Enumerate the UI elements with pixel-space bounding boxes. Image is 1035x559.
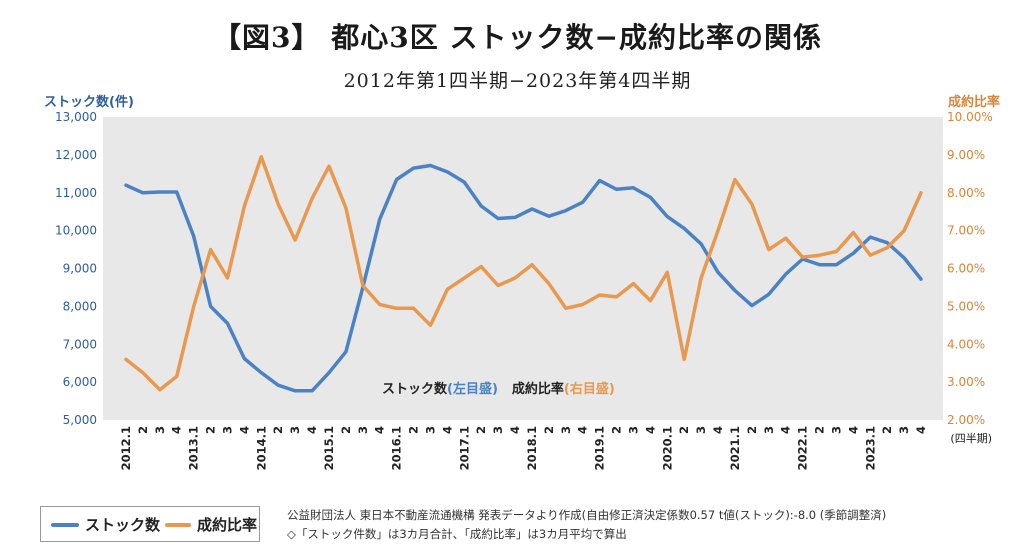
inline-legend-ratio-axis: (右目盛): [564, 381, 615, 397]
x-tick-label: 2023.1: [863, 426, 877, 470]
legend-swatch-ratio: [165, 523, 191, 527]
legend-label-ratio: 成約比率: [197, 516, 258, 534]
inline-legend-stock-axis: (左目盛): [447, 381, 498, 397]
x-tick-label: 2: [677, 426, 691, 434]
y-left-tick-label: 12,000: [55, 148, 97, 162]
x-tick-label: 2013.1: [187, 426, 201, 470]
source-note-1: 公益財団法人 東日本不動産流通機構 発表データより作成(自由修正済決定係数0.5…: [287, 508, 887, 522]
x-tick-label: 3: [153, 426, 167, 434]
x-tick-label: 3: [491, 426, 505, 434]
y-right-tick-label: 3.00%: [947, 375, 985, 389]
chart-subtitle: 2012年第1四半期−2023年第4四半期: [343, 70, 692, 92]
y-left-axis-label: ストック数(件): [44, 94, 134, 110]
x-tick-label: 2: [610, 426, 624, 434]
x-tick-label: 3: [762, 426, 776, 434]
legend-swatch-stock: [51, 523, 79, 527]
series-line-stock: [124, 163, 923, 393]
x-tick-label: 2018.1: [525, 426, 539, 470]
x-tick-label: 3: [288, 426, 302, 434]
inline-legend-ratio: 成約比率: [512, 381, 564, 397]
y-right-tick-label: 7.00%: [947, 224, 985, 238]
source-notes: 公益財団法人 東日本不動産流通機構 発表データより作成(自由修正済決定係数0.5…: [287, 506, 886, 544]
y-right-tick-label: 6.00%: [947, 262, 985, 276]
x-tick-label: 2021.1: [728, 426, 742, 470]
x-tick-label: 3: [356, 426, 370, 434]
inline-legend-stock: ストック数: [382, 381, 448, 397]
legend: ストック数 成約比率: [40, 506, 260, 542]
y-right-tick-label: 10.00%: [947, 110, 993, 124]
line-chart: 13,000 12,000 11,000 10,000 9,000 8,000 7,000 6…: [44, 94, 1000, 470]
chart-title: 【図3】 都心3区 ストック数−成約比率の関係: [213, 21, 822, 54]
y-left-tick-label: 11,000: [55, 186, 97, 200]
x-tick-label: 2: [813, 426, 827, 434]
x-tick-label: 3: [626, 426, 640, 434]
x-tick-label: 4: [576, 426, 590, 434]
y-left-tick-label: 8,000: [63, 299, 97, 313]
series-line-ratio: [124, 155, 923, 392]
y-right-tick-label: 4.00%: [947, 337, 985, 351]
x-tick-label: 2014.1: [254, 426, 268, 470]
x-tick-label: 4: [170, 426, 184, 434]
y-left-tick-label: 6,000: [63, 375, 97, 389]
x-tick-label: 4: [914, 426, 928, 434]
x-tick-label: 4: [508, 426, 522, 434]
x-tick-label: 4: [305, 426, 319, 434]
x-tick-label: 2: [339, 426, 353, 434]
x-tick-label: 4: [711, 426, 725, 434]
x-tick-label: 2: [407, 426, 421, 434]
y-right-tick-label: 5.00%: [947, 299, 985, 313]
x-tick-label: 3: [423, 426, 437, 434]
x-tick-label: 2019.1: [593, 426, 607, 470]
x-tick-label: 2: [880, 426, 894, 434]
y-right-tick-label: 2.00%: [947, 413, 985, 427]
y-left-tick-label: 13,000: [55, 110, 97, 124]
x-tick-label: 2: [542, 426, 556, 434]
x-tick-label: 2: [271, 426, 285, 434]
x-tick-label: 2016.1: [390, 426, 404, 470]
inline-legend: ストック数(左目盛) 成約比率(右目盛): [382, 381, 615, 397]
x-tick-label: 4: [440, 426, 454, 434]
x-tick-label: 2: [204, 426, 218, 434]
x-tick-label: 4: [643, 426, 657, 434]
x-tick-label: 2: [136, 426, 150, 434]
x-tick-label: 3: [829, 426, 843, 434]
x-tick-label: 2017.1: [457, 426, 471, 470]
y-right-tick-label: 8.00%: [947, 186, 985, 200]
x-tick-label: 2022.1: [796, 426, 810, 470]
x-tick-label: 4: [846, 426, 860, 434]
plot-area: [103, 117, 943, 420]
y-left-tick-label: 10,000: [55, 224, 97, 238]
x-tick-label: 3: [694, 426, 708, 434]
y-left-tick-label: 7,000: [63, 337, 97, 351]
source-note-2: ◇「ストック件数」は3カ月合計、「成約比率」は3カ月平均で算出: [287, 527, 627, 541]
x-axis-unit-label: (四半期): [950, 431, 992, 445]
y-left-tick-label: 9,000: [63, 262, 97, 276]
y-left-tick-label: 5,000: [63, 413, 97, 427]
x-tick-label: 4: [779, 426, 793, 434]
x-tick-label: 2020.1: [660, 426, 674, 470]
x-tick-label: 4: [237, 426, 251, 434]
x-tick-label: 2012.1: [119, 426, 133, 470]
x-tick-label: 3: [220, 426, 234, 434]
x-tick-label: 2: [745, 426, 759, 434]
legend-label-stock: ストック数: [85, 516, 161, 534]
y-right-tick-label: 9.00%: [947, 148, 985, 162]
x-tick-label: 3: [559, 426, 573, 434]
y-right-axis-label: 成約比率: [948, 94, 1000, 110]
x-tick-label: 3: [897, 426, 911, 434]
x-tick-label: 4: [373, 426, 387, 434]
x-tick-label: 2: [474, 426, 488, 434]
x-tick-label: 2015.1: [322, 426, 336, 470]
